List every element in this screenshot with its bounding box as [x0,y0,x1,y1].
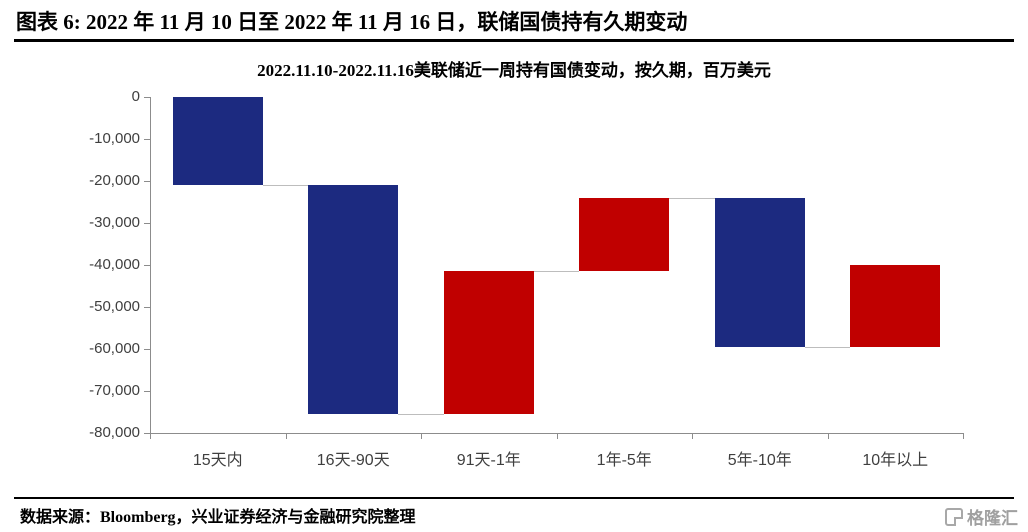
y-axis-tick-label: -20,000 [89,172,140,189]
gelonghui-logo: 格隆汇 [945,504,1018,529]
caption-underline [14,39,1014,42]
footer-divider [14,497,1014,499]
y-axis-tick-label: -80,000 [89,424,140,441]
y-axis-tick-label: -40,000 [89,256,140,273]
x-axis-category-label: 5年-10年 [727,452,792,469]
y-axis-tick-label: -30,000 [89,214,140,231]
gelonghui-logo-icon [945,507,963,526]
x-axis-category-label: 1年-5年 [596,452,652,469]
y-axis-tick-label: -10,000 [89,130,140,147]
x-axis-category-label: 91天-1年 [456,452,521,469]
gelonghui-logo-text: 格隆汇 [967,509,1018,528]
plot-area [150,97,964,434]
x-axis-category-label: 16天-90天 [316,452,390,469]
y-axis-tick-label: -50,000 [89,298,140,315]
y-axis-tick-label: -60,000 [89,340,140,357]
y-axis-tick-label: 0 [131,88,140,105]
y-axis-tick-label: -70,000 [89,382,140,399]
figure-caption: 图表 6: 2022 年 11 月 10 日至 2022 年 11 月 16 日… [16,10,688,34]
chart-title: 2022.11.10-2022.11.16美联储近一周持有国债变动，按久期，百万… [257,61,771,80]
data-source: 数据来源：Bloomberg，兴业证券经济与金融研究院整理 [20,509,416,526]
x-axis-category-label: 10年以上 [862,452,929,469]
x-axis-category-label: 15天内 [192,452,243,469]
